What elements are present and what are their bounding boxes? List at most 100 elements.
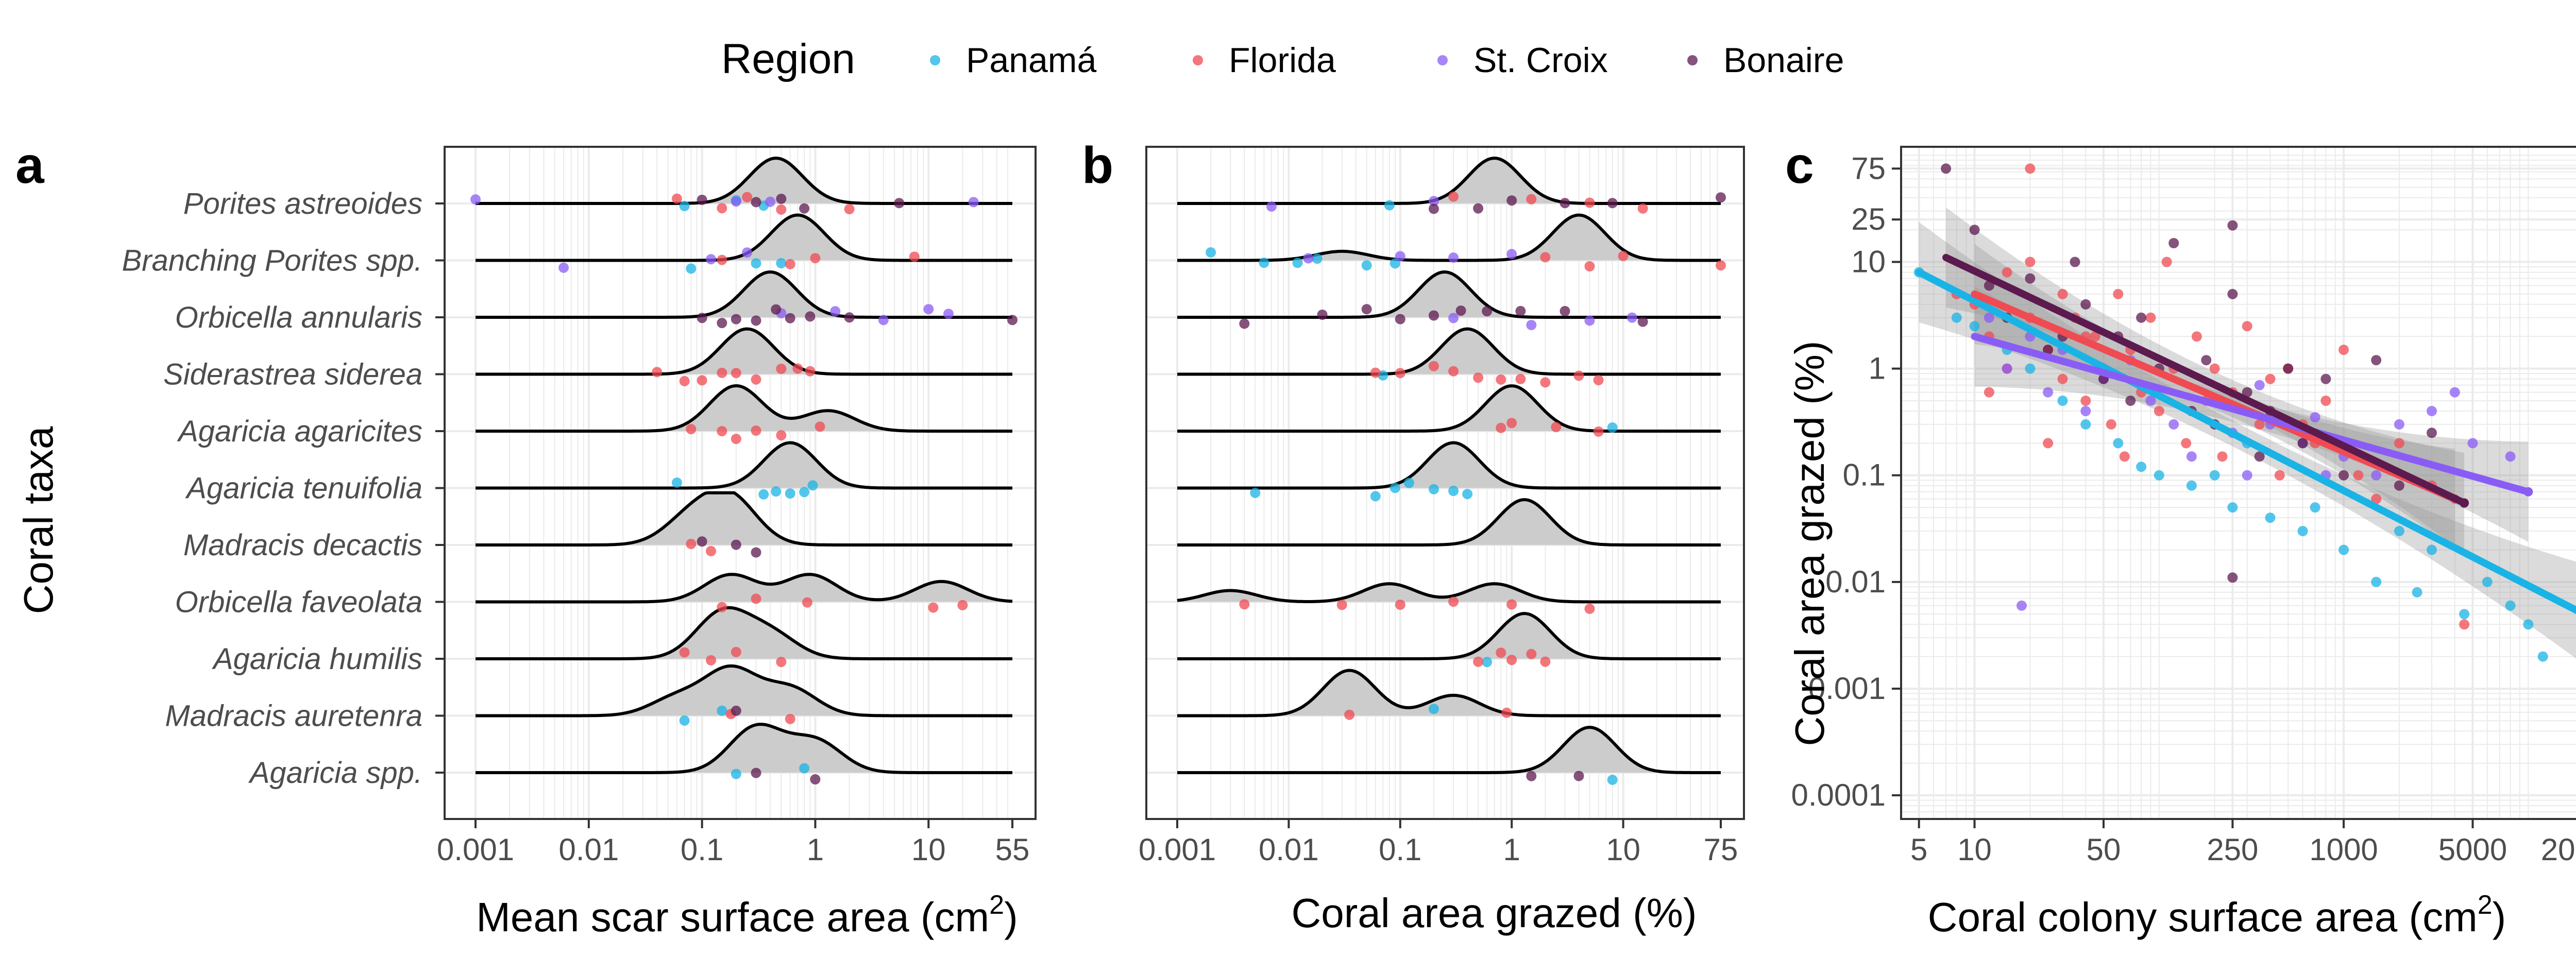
data-point	[2191, 331, 2202, 342]
ridge-fill	[476, 272, 1012, 317]
taxon-label: Agaricia spp.	[248, 756, 422, 790]
y-tick-label: 0.0001	[1791, 778, 1886, 812]
data-point	[1506, 599, 1517, 610]
ridge-line	[476, 441, 1012, 490]
data-point	[1515, 305, 1526, 316]
data-point	[679, 715, 690, 726]
data-point	[717, 705, 727, 716]
data-point	[706, 655, 716, 665]
x-axis-label-c: Coral colony surface area (cm2)	[1928, 890, 2506, 940]
y-ticks: 0.0001 0.001 0.01 0.1 1 10 25 75	[1791, 151, 1901, 812]
x-tick-label: 5000	[2438, 832, 2507, 867]
ridge-fill	[1177, 386, 1721, 431]
x-axis-label-c-sup: 2	[2478, 890, 2493, 920]
data-point	[771, 486, 782, 497]
data-point	[1637, 203, 1648, 214]
data-point	[2505, 600, 2516, 611]
y-tick-label: 0.1	[1843, 458, 1886, 492]
data-point	[805, 311, 816, 322]
x-tick-label: 1	[807, 832, 824, 867]
data-point	[1506, 195, 1517, 206]
data-point	[1506, 418, 1517, 429]
data-point	[2242, 470, 2252, 481]
data-point	[1526, 194, 1537, 204]
data-point	[776, 258, 787, 268]
x-tick-label: 1	[1503, 832, 1520, 867]
data-point	[1626, 312, 1637, 323]
data-point	[957, 600, 968, 610]
data-point	[697, 536, 707, 547]
data-point	[776, 194, 787, 204]
legend-items: Panamá Florida St. Croix Bonaire	[930, 41, 1844, 80]
data-point	[1239, 318, 1250, 329]
data-point	[799, 763, 810, 774]
x-tick-label: 50	[2087, 832, 2121, 867]
data-point	[807, 480, 818, 491]
data-point	[802, 597, 812, 608]
data-point	[1429, 704, 1439, 714]
legend-title: Region	[721, 36, 855, 82]
data-point	[2080, 419, 2091, 430]
data-point	[1607, 422, 1618, 433]
data-point	[2254, 419, 2265, 430]
data-point	[2297, 438, 2308, 449]
data-point	[2145, 396, 2156, 406]
legend-item: St. Croix	[1437, 41, 1608, 80]
data-point	[2394, 480, 2404, 491]
x-ticks: 0.001 0.01 0.1 1 10 75	[1139, 819, 1738, 867]
ridge-line	[1177, 498, 1721, 547]
data-point	[799, 203, 810, 214]
data-point	[652, 367, 663, 378]
data-point	[2242, 321, 2252, 332]
data-point	[2002, 267, 2012, 278]
data-point	[799, 487, 810, 498]
data-point	[2371, 576, 2382, 587]
data-point	[923, 304, 934, 315]
data-point	[686, 539, 697, 549]
data-point	[2274, 470, 2285, 481]
legend-label: Bonaire	[1723, 41, 1844, 80]
data-point	[2412, 587, 2422, 598]
data-point	[2145, 312, 2156, 323]
data-point	[1526, 771, 1537, 781]
data-point	[2119, 451, 2130, 462]
data-point	[2113, 438, 2124, 449]
x-tick-label: 55	[995, 832, 1030, 867]
data-point	[2427, 428, 2437, 438]
data-point	[785, 713, 795, 724]
x-tick-label: 10	[911, 832, 946, 867]
y-tick-label: 75	[1851, 151, 1886, 185]
fit-line-end	[2460, 498, 2469, 508]
data-point	[2186, 480, 2197, 491]
taxon-label: Madracis auretenra	[165, 699, 422, 733]
data-point	[1560, 306, 1570, 316]
legend-swatch	[1687, 55, 1698, 65]
data-point	[1716, 192, 1726, 203]
fit-line-end	[2523, 487, 2533, 497]
ridge-fill	[1177, 329, 1721, 374]
data-point	[1637, 316, 1648, 327]
fit-line	[1971, 333, 2532, 496]
data-point	[2043, 387, 2054, 398]
data-point	[1540, 377, 1551, 388]
data-point	[1292, 258, 1303, 268]
data-point	[2254, 451, 2265, 462]
data-point	[671, 193, 682, 204]
data-point	[1473, 203, 1484, 214]
y-tick-label: 0.001	[1808, 671, 1886, 706]
data-point	[830, 306, 841, 317]
data-point	[2168, 419, 2179, 430]
x-tick-label: 0.01	[558, 832, 619, 867]
ridge-line	[476, 491, 1012, 547]
ridge-line	[476, 270, 1012, 319]
panel-letter-b: b	[1082, 136, 1113, 194]
data-point	[751, 258, 761, 269]
data-point	[1404, 477, 1414, 488]
data-point	[2371, 470, 2382, 481]
data-point	[878, 315, 889, 326]
data-point	[1007, 315, 1018, 326]
panel-b: 0.001 0.01 0.1 1 10 75	[1139, 146, 1745, 867]
data-point	[2459, 609, 2470, 620]
data-point	[2025, 363, 2036, 374]
data-point	[2168, 238, 2179, 248]
